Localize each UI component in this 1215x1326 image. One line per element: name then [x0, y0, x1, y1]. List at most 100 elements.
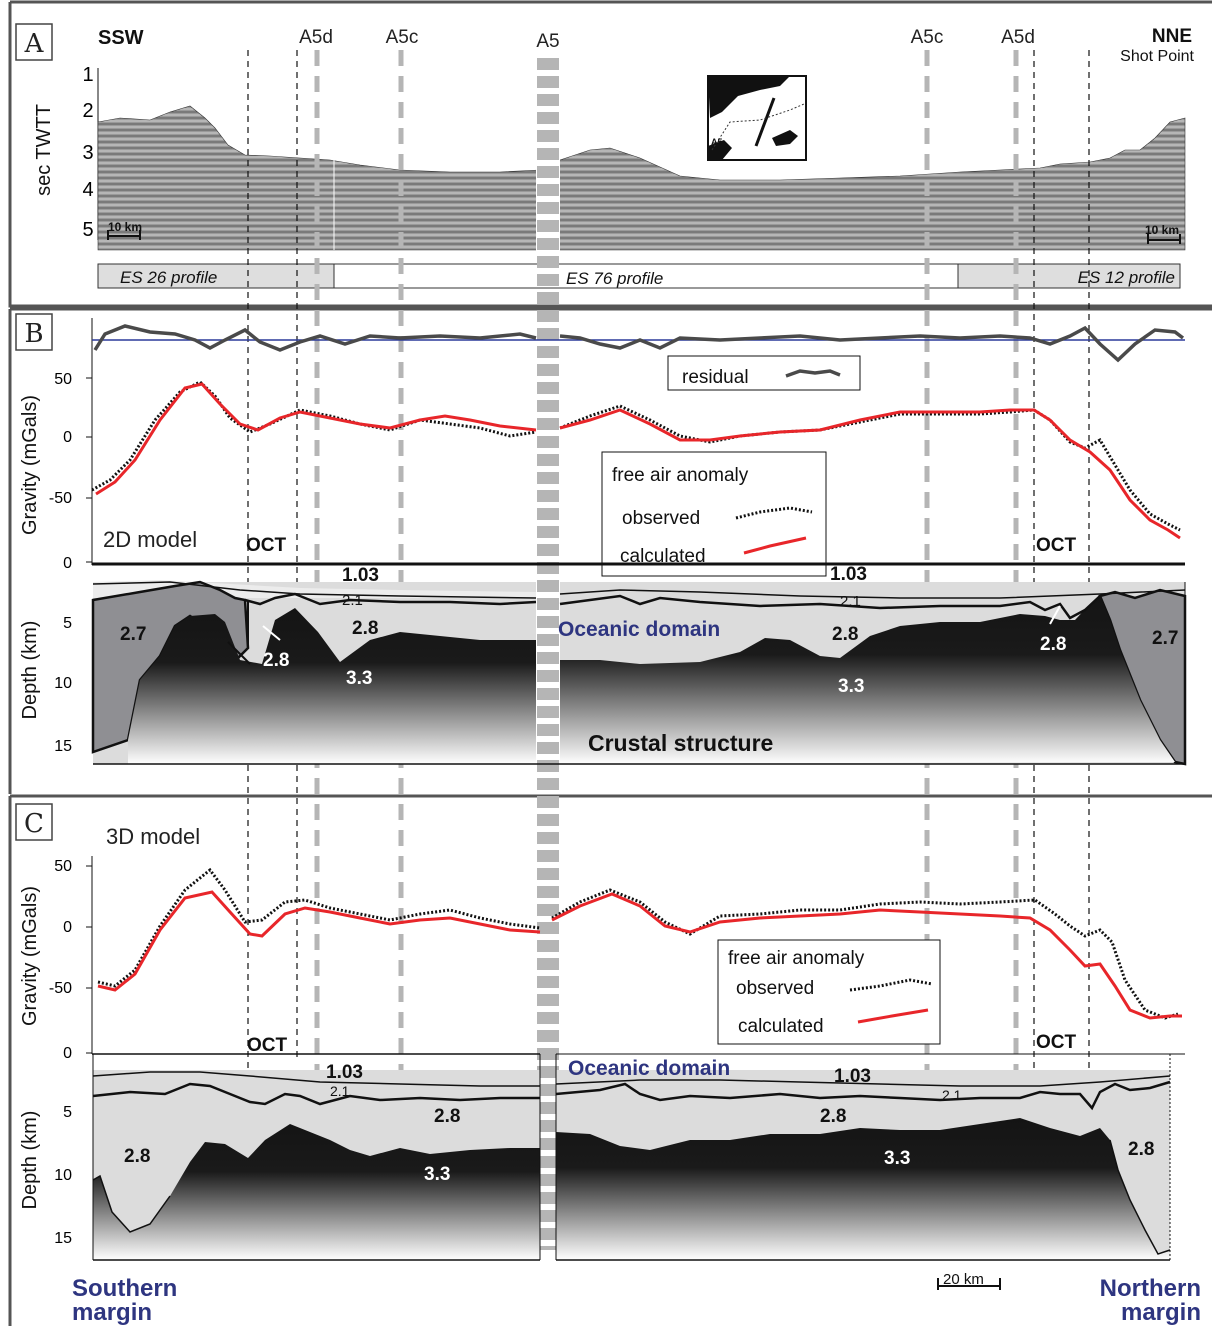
panel-b-gtick-m50: -50	[49, 490, 72, 507]
twtt-tick-1: 1	[82, 64, 93, 86]
panel-c-depth-axis-label: Depth (km)	[19, 1111, 41, 1210]
shot-point-label: Shot Point	[1120, 48, 1194, 65]
panel-a-letter: A	[24, 29, 45, 59]
panel-b-legend-observed: observed	[622, 508, 700, 529]
scale-left: 10 km	[107, 220, 142, 240]
marker-label-a5c-left: A5c	[386, 27, 419, 48]
panel-b-observed-right	[559, 404, 1181, 532]
panel-c: C 3D model Gravity (mGals) 50 0 -50 0 fr…	[15, 803, 1201, 1326]
residual-curve-right	[559, 325, 1185, 363]
panel-frames	[8, 0, 1212, 1326]
panel-b-oct-right: OCT	[1036, 535, 1077, 556]
twtt-ticks: 1 2 3 4 5	[82, 64, 93, 241]
panel-c-basement-left	[92, 1082, 540, 1106]
panel-a-frame	[8, 2, 1212, 308]
panel-b-legend-title: free air anomaly	[612, 465, 749, 486]
panel-c-model-label: 3D model	[106, 824, 200, 849]
panel-b-dtick-15: 15	[54, 738, 72, 755]
residual-curve-left	[93, 324, 537, 352]
residual-legend-swatch	[785, 369, 841, 378]
panel-c-density-water-right: 1.03	[834, 1066, 871, 1087]
panel-c-water-line-left	[92, 1071, 540, 1087]
panel-c-dtick-10: 10	[54, 1167, 72, 1184]
panel-c-water-line-right	[555, 1075, 1171, 1087]
panel-b-legend-calculated: calculated	[620, 546, 706, 567]
panel-b-density-ocean-mid: 2.8	[832, 624, 858, 645]
southern-margin-line1: Southern	[72, 1275, 177, 1302]
panel-c-gravity-axis-label: Gravity (mGals)	[19, 886, 41, 1026]
panel-b-letter: B	[24, 319, 43, 349]
panel-c-dtick-15: 15	[54, 1230, 72, 1247]
panel-b-sediment-line-right	[559, 589, 1186, 599]
panel-c-calculated-right	[551, 892, 1182, 1020]
panel-c-calculated-left	[97, 890, 541, 992]
northern-margin-line1: Northern	[1100, 1275, 1201, 1302]
southern-margin-line2: margin	[72, 1299, 152, 1326]
twtt-axis-label: sec TWTT	[33, 104, 55, 196]
panel-b-density-mantle-left: 3.3	[346, 668, 372, 689]
scale-left-text: 10 km	[108, 220, 142, 234]
panel-b-letter-box	[15, 313, 53, 351]
panel-b-legend-box	[601, 451, 827, 577]
panel-c-legend-observed-swatch	[849, 978, 933, 992]
panel-c-density-sed-right: 2.1	[942, 1087, 962, 1103]
panel-b-basement-line-right	[559, 594, 1101, 620]
panel-b-oceanic-domain: Oceanic domain	[558, 618, 720, 641]
inset-label: A5	[711, 137, 723, 147]
panel-c-mantle-left	[93, 1124, 540, 1260]
profile-es26-box	[97, 263, 335, 289]
marker-label-a5d-left: A5d	[299, 27, 333, 48]
panel-b-density-cont-right: 2.7	[1152, 628, 1178, 649]
panel-a: A SSW NNE Shot Point sec TWTT 1 2 3 4 5 …	[15, 23, 1195, 289]
vertical-markers: A5d A5c A5 A5c A5d	[247, 27, 1090, 1250]
panel-b-gtick-0-low: 0	[63, 555, 72, 572]
panel-b-density-ocean-left: 2.8	[352, 618, 378, 639]
panel-b-gtick-50: 50	[54, 371, 72, 388]
panel-b-mantle-right	[560, 596, 1175, 764]
panel-c-observed-left	[97, 867, 541, 988]
profile-es12-label: ES 12 profile	[1078, 268, 1175, 287]
panel-c-density-ocean-far-right: 2.8	[1128, 1139, 1154, 1160]
panel-c-oct-right: OCT	[1036, 1032, 1077, 1053]
residual-legend-label: residual	[682, 367, 749, 388]
direction-nne: NNE	[1152, 26, 1192, 47]
profile-es76-label: ES 76 profile	[566, 269, 663, 288]
panel-c-density-ocean-mid: 2.8	[820, 1106, 846, 1127]
panel-b-dtick-5: 5	[63, 615, 72, 632]
panel-c-model	[92, 1054, 1171, 1261]
panel-a-letter-box	[15, 23, 53, 61]
panel-c-scale-text: 20 km	[943, 1271, 984, 1288]
panel-c-basement-right	[555, 1080, 1171, 1111]
twtt-tick-5: 5	[82, 219, 93, 241]
marker-label-a5c-right: A5c	[911, 27, 944, 48]
panel-b: B Gravity (mGals) 50 0 -50 0 residual fr…	[15, 313, 1187, 766]
panel-c-gtick-m50: -50	[49, 980, 72, 997]
panel-c-moho-left	[92, 1174, 171, 1233]
panel-c-legend-calculated: calculated	[738, 1016, 824, 1037]
twtt-tick-2: 2	[82, 100, 93, 122]
panel-c-density-ocean-far-left: 2.8	[124, 1146, 150, 1167]
panel-c-legend-calculated-swatch	[857, 1008, 929, 1024]
panel-c-moho-right	[1109, 1139, 1171, 1255]
panel-b-observed-left	[91, 380, 537, 492]
panel-c-gtick-0: 0	[63, 919, 72, 936]
panel-b-legend-observed-swatch	[735, 506, 813, 520]
panel-c-gtick-0-low: 0	[63, 1045, 72, 1062]
panel-b-density-ocean-inlet-left: 2.8	[263, 650, 289, 671]
panel-c-density-sed-left: 2.1	[330, 1083, 350, 1099]
panel-b-calculated-left	[95, 382, 537, 496]
marker-label-a5: A5	[536, 31, 559, 52]
panel-b-gravity-axis-label: Gravity (mGals)	[19, 395, 41, 535]
panel-b-density-sed-left: 2.1	[342, 592, 363, 609]
panel-b-model-label: 2D model	[103, 527, 197, 552]
profile-es12-box	[957, 263, 1181, 289]
panel-c-legend-box	[717, 939, 941, 1045]
panel-c-oceanic-domain: Oceanic domain	[568, 1057, 730, 1080]
panel-c-observed-right	[551, 888, 1179, 1020]
panel-c-density-ocean-left: 2.8	[434, 1106, 460, 1127]
profile-es76-box	[333, 263, 959, 289]
panel-b-calculated-right	[559, 408, 1181, 540]
inset-map: A5	[707, 75, 807, 161]
panel-b-density-mantle-right: 3.3	[838, 676, 864, 697]
scale-right: 10 km	[1145, 223, 1181, 244]
